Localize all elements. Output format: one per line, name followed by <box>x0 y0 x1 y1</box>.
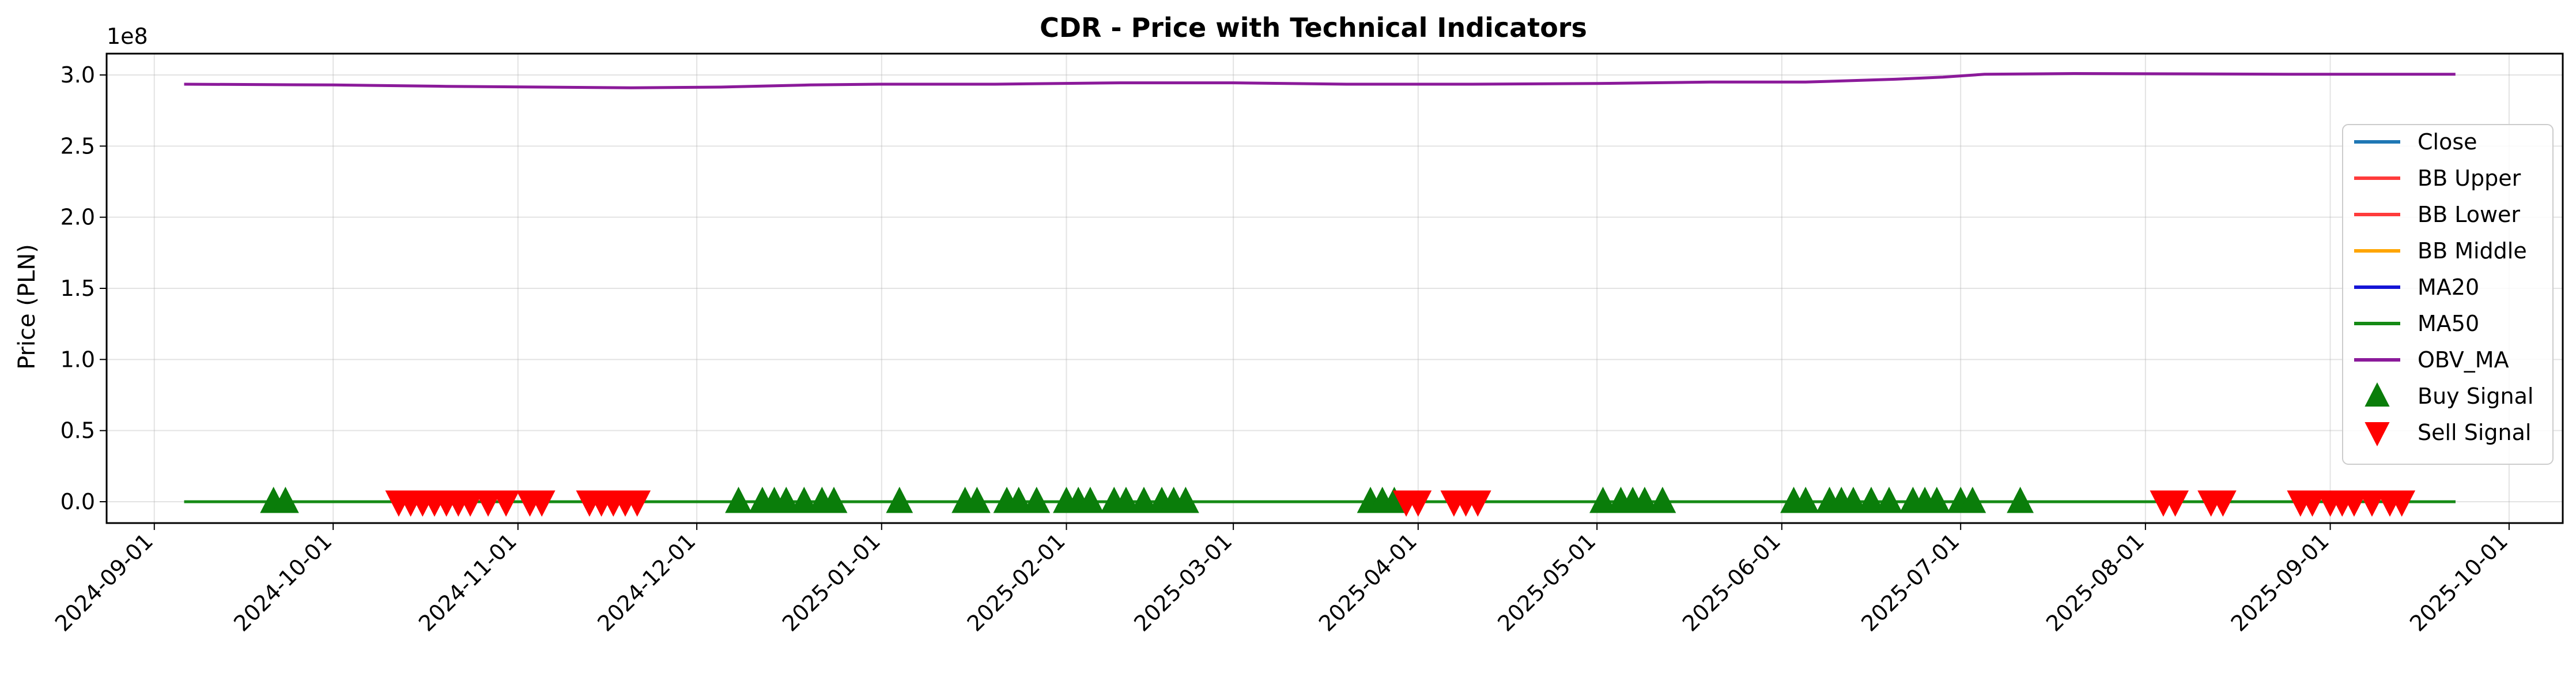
buy-signal-marker <box>1959 487 1986 513</box>
buy-signal-marker <box>1130 487 1158 513</box>
series-layer <box>184 72 2456 503</box>
y-tick-label: 2.0 <box>61 205 95 230</box>
legend-box <box>2342 124 2554 465</box>
legend-label-ma50: MA50 <box>2418 311 2479 336</box>
buy-signal-marker <box>886 487 913 513</box>
buy-signal-marker <box>1023 487 1051 513</box>
sell-signal-marker <box>1404 490 1432 517</box>
y-scale-label: 1e8 <box>107 24 148 49</box>
buy-signal-marker <box>1923 487 1951 513</box>
sell-signal-marker <box>2388 490 2416 517</box>
sell-signal-marker <box>2299 490 2326 517</box>
sell-signal-marker <box>1464 490 1491 517</box>
sell-signal-marker <box>456 490 484 517</box>
buy-signal-marker <box>1649 487 1676 513</box>
buy-signal-marker <box>1172 487 1199 513</box>
buy-signal-marker <box>820 487 848 513</box>
y-tick-label: 1.0 <box>61 347 95 372</box>
chart-title: CDR - Price with Technical Indicators <box>1040 12 1587 43</box>
y-axis-label: Price (PLN) <box>14 244 40 370</box>
sell-signal-marker <box>528 490 556 517</box>
legend-label-close: Close <box>2418 129 2477 155</box>
sell-signal-marker <box>624 490 651 517</box>
legend-label-sell-signal: Sell Signal <box>2418 420 2531 445</box>
buy-signal-marker <box>2007 487 2034 513</box>
sell-signal-marker <box>2162 490 2189 517</box>
sell-signal-marker <box>2209 490 2237 517</box>
y-tick-label: 3.0 <box>61 62 95 88</box>
buy-signal-marker <box>772 487 800 513</box>
legend-label-obv-ma: OBV_MA <box>2418 347 2509 373</box>
buy-signal-marker <box>1857 487 1885 513</box>
buy-signal-marker <box>725 487 752 513</box>
y-tick-label: 0.5 <box>61 418 95 443</box>
legend-label-buy-signal: Buy Signal <box>2418 384 2533 409</box>
buy-signal-marker <box>1792 487 1819 513</box>
legend-label-ma20: MA20 <box>2418 275 2479 300</box>
legend-label-bb-middle: BB Middle <box>2418 238 2527 264</box>
buy-signal-marker <box>1589 487 1616 513</box>
buy-signal-marker <box>1112 487 1140 513</box>
legend-label-bb-upper: BB Upper <box>2418 166 2521 191</box>
legend-label-bb-lower: BB Lower <box>2418 202 2520 227</box>
buy-signal-marker <box>1631 487 1659 513</box>
buy-signal-marker <box>963 487 991 513</box>
legend-swatch-sell-signal <box>2365 422 2390 446</box>
buy-signal-marker <box>1005 487 1033 513</box>
legend-swatch-buy-signal <box>2365 382 2390 407</box>
buy-signal-marker <box>790 487 818 513</box>
buy-signal-marker <box>271 487 299 513</box>
sell-signal-marker <box>474 490 502 517</box>
sell-signal-marker <box>2358 490 2386 517</box>
y-axis: 0.0 0.5 1.0 1.5 2.0 2.5 3.0 <box>61 62 107 514</box>
signal-markers <box>260 487 2416 517</box>
buy-signal-marker <box>1875 487 1903 513</box>
sell-signal-marker <box>492 490 520 517</box>
buy-signal-marker <box>1077 487 1104 513</box>
buy-signal-marker <box>1840 487 1867 513</box>
y-tick-label: 1.5 <box>61 276 95 301</box>
legend: Close BB Upper BB Lower BB Middle MA20 MA50 OB… <box>2342 124 2554 465</box>
y-tick-label: 0.0 <box>61 489 95 514</box>
y-tick-label: 2.5 <box>61 133 95 159</box>
sell-signal-marker <box>2340 490 2368 517</box>
series-line-obv-ma <box>184 72 2456 89</box>
